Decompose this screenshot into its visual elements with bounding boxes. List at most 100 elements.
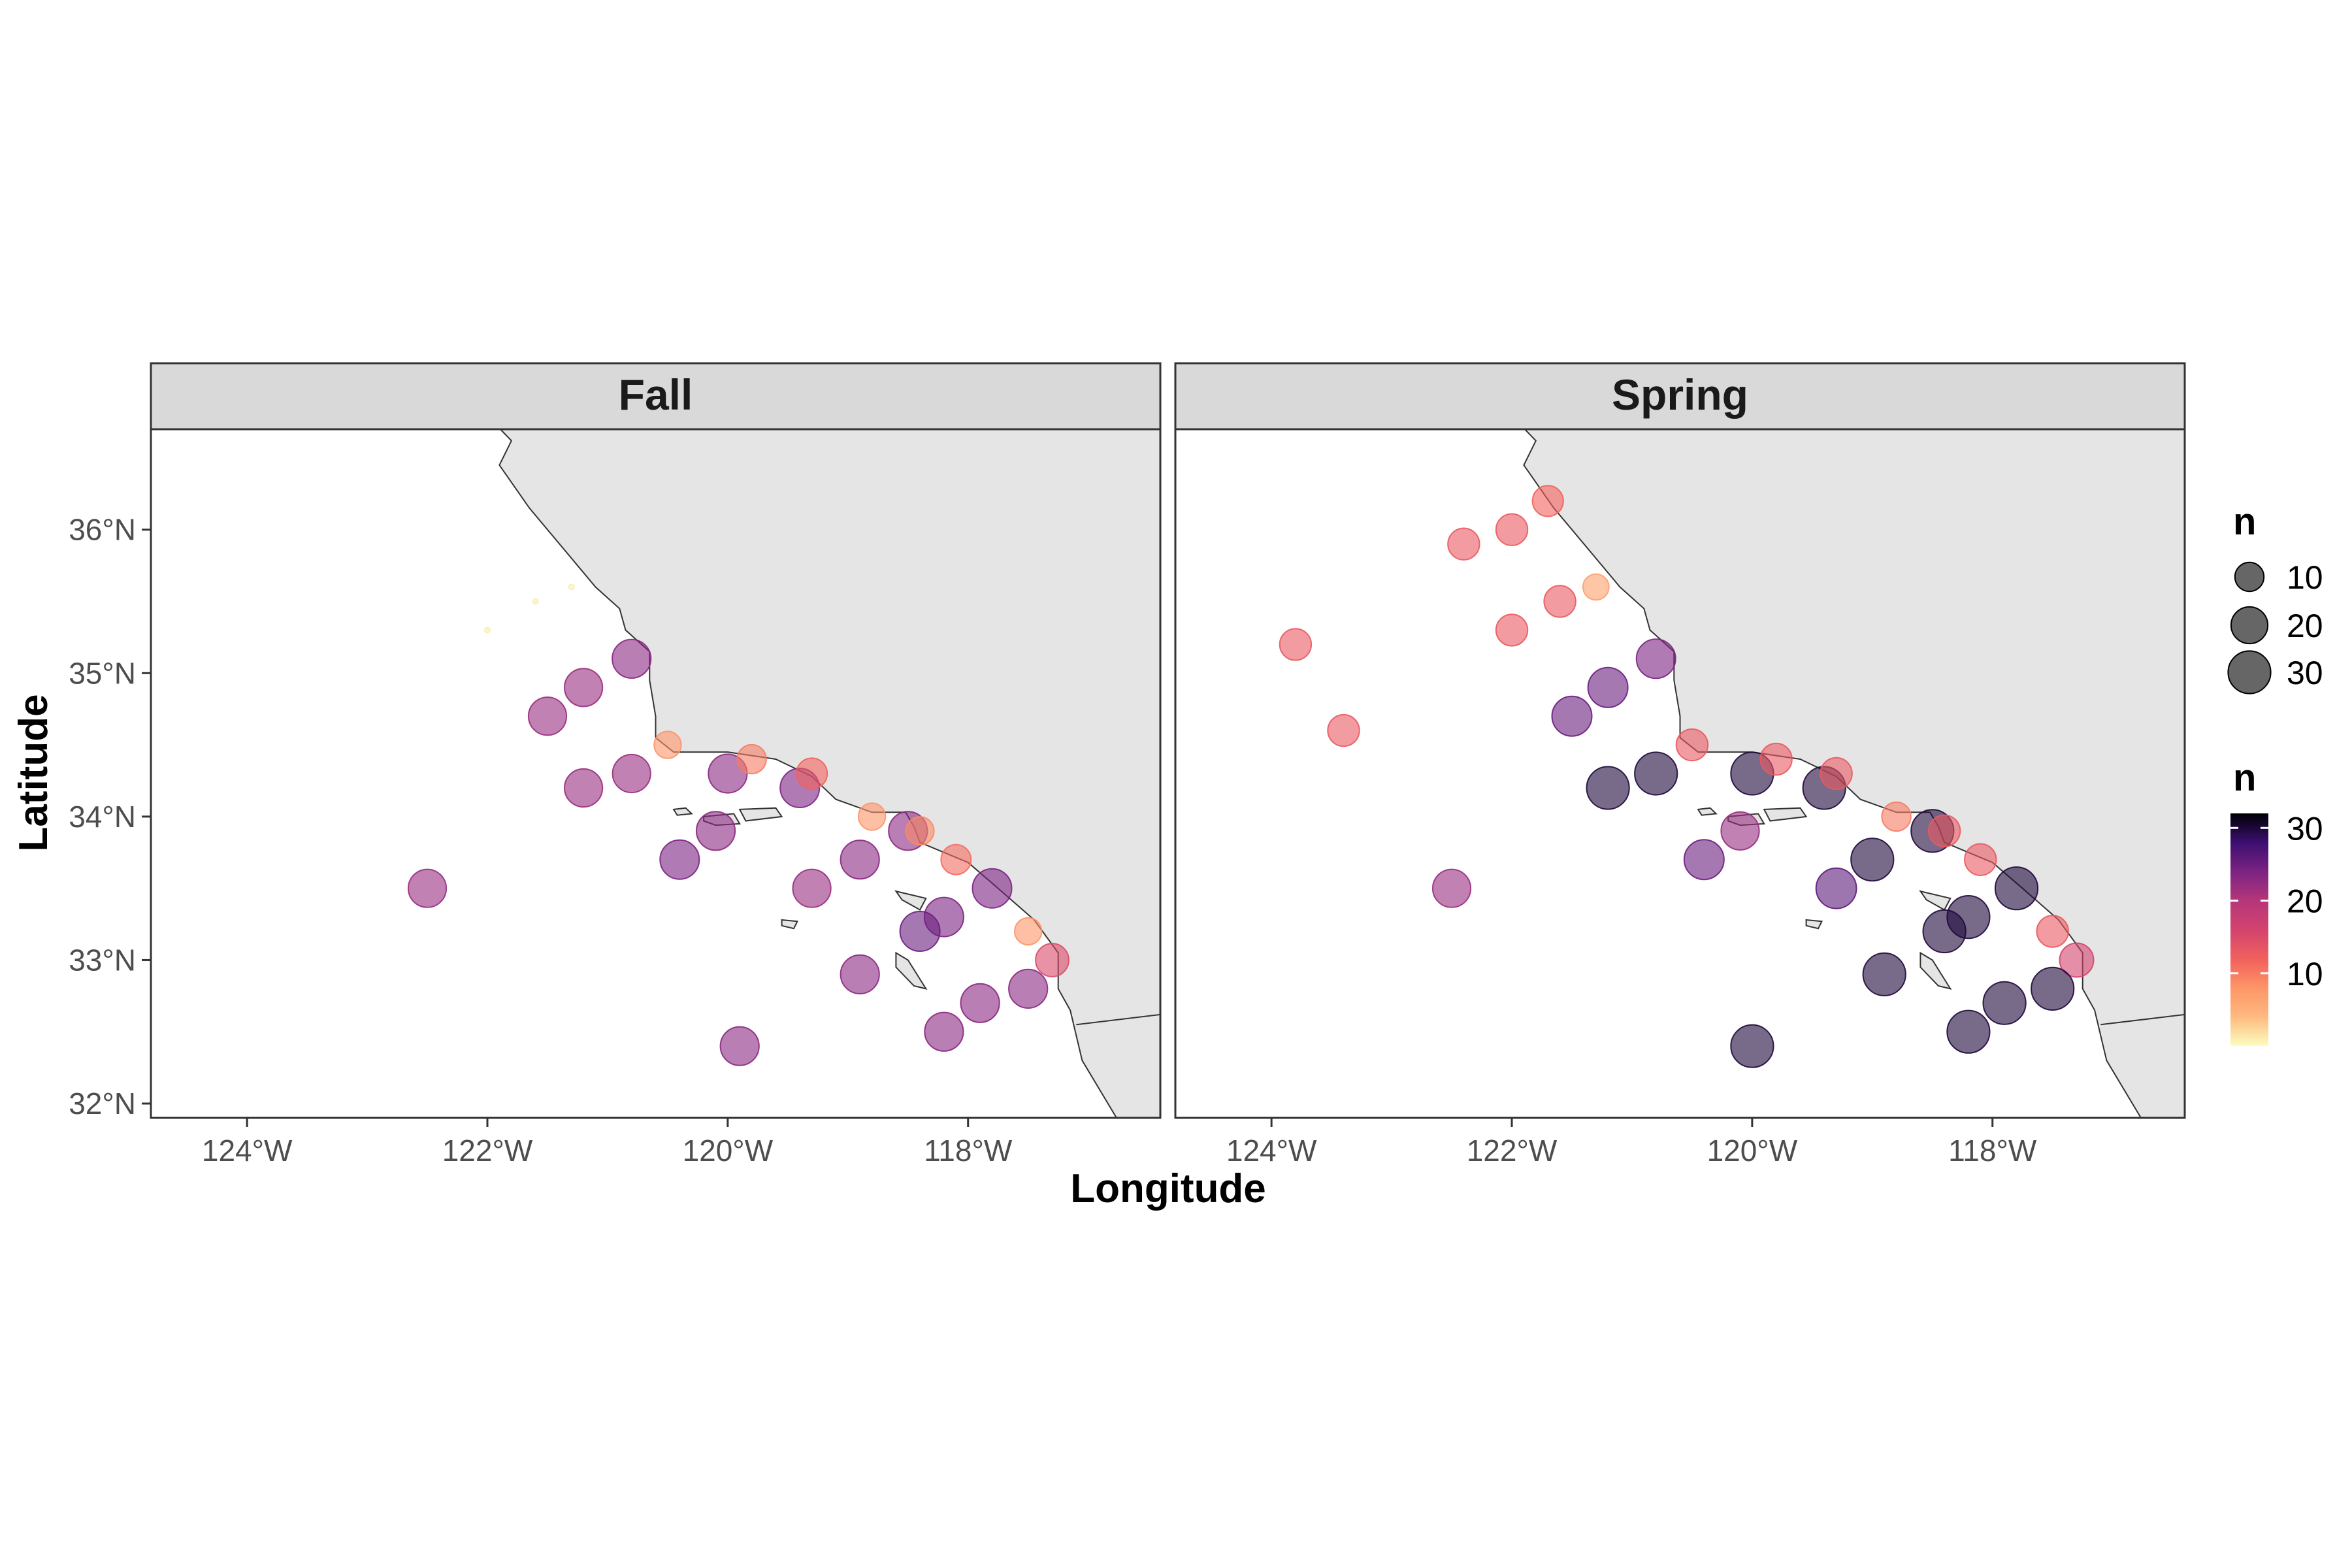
x-tick-label: 124°W xyxy=(202,1134,293,1168)
x-tick-label: 120°W xyxy=(683,1134,774,1168)
mainland-landmass xyxy=(498,429,1160,1118)
station-point xyxy=(796,757,828,790)
station-point xyxy=(1675,728,1709,762)
station-point xyxy=(719,1026,760,1066)
size-legend-key xyxy=(2230,606,2269,645)
strip-label-fall: Fall xyxy=(619,370,693,419)
station-point xyxy=(1634,751,1678,796)
station-point xyxy=(1759,742,1793,776)
international-border xyxy=(2100,1013,2185,1026)
channel-island xyxy=(895,951,928,990)
size-legend: n 10 20 30 xyxy=(2227,500,2323,694)
x-tick-label: 122°W xyxy=(442,1134,533,1168)
strip-label-spring: Spring xyxy=(1612,370,1748,419)
points-layer-spring xyxy=(1279,485,2095,1068)
station-point xyxy=(1582,573,1610,601)
colorbar-label: 30 xyxy=(2287,810,2323,847)
station-point xyxy=(2059,942,2095,978)
station-point xyxy=(1683,839,1725,881)
station-point xyxy=(532,598,539,605)
station-point xyxy=(1862,952,1906,997)
size-legend-label: 10 xyxy=(2287,559,2323,596)
station-point xyxy=(1431,868,1472,908)
strip-fall xyxy=(150,362,1162,431)
y-axis-title: Latitude xyxy=(11,694,56,851)
station-point xyxy=(612,638,652,679)
station-point xyxy=(1531,485,1564,517)
size-legend-label: 20 xyxy=(2287,608,2323,644)
channel-island xyxy=(894,890,927,911)
x-tick-label: 122°W xyxy=(1467,1134,1558,1168)
station-point xyxy=(1815,867,1857,909)
x-tick-label: 118°W xyxy=(924,1134,1013,1168)
station-point xyxy=(1730,1024,1774,1068)
station-point xyxy=(972,868,1013,909)
land-layer-spring xyxy=(1523,429,2185,1118)
station-point xyxy=(1946,1009,1991,1054)
x-axis-title: Longitude xyxy=(1070,1166,1266,1211)
station-point xyxy=(1495,613,1529,647)
station-point xyxy=(1994,866,2039,911)
station-point xyxy=(695,811,736,851)
station-point xyxy=(840,840,880,880)
color-legend: n 10 20 30 xyxy=(2230,757,2323,1046)
y-tick-label: 35°N xyxy=(69,656,136,690)
panel-border-spring xyxy=(1174,428,2186,1119)
channel-island xyxy=(672,807,693,816)
size-legend-key xyxy=(2234,561,2265,593)
station-point xyxy=(2036,915,2069,948)
size-legend-label: 30 xyxy=(2287,655,2323,691)
station-point xyxy=(1035,943,1070,977)
mainland-landmass xyxy=(1523,429,2185,1118)
station-point xyxy=(792,868,832,908)
y-axis-fall: 36°N 35°N 34°N 33°N 32°N xyxy=(69,513,151,1120)
colorbar-label: 20 xyxy=(2287,883,2323,920)
station-point xyxy=(1495,513,1529,546)
station-point xyxy=(840,954,880,995)
station-point xyxy=(1279,628,1313,661)
x-axis-spring: 124°W 122°W 120°W 118°W xyxy=(1226,1118,2037,1168)
station-point xyxy=(2031,966,2075,1011)
station-point xyxy=(1014,917,1043,946)
station-point xyxy=(1543,585,1576,618)
y-tick-label: 34°N xyxy=(69,800,136,834)
station-point xyxy=(1820,757,1853,791)
size-legend-title: n xyxy=(2233,500,2256,543)
station-point xyxy=(527,696,568,736)
station-point xyxy=(1881,801,1912,832)
station-point xyxy=(1008,968,1049,1009)
station-point xyxy=(736,743,767,775)
station-point xyxy=(899,911,941,952)
y-tick-label: 33°N xyxy=(69,943,136,977)
channel-island xyxy=(1805,919,1823,930)
x-tick-label: 124°W xyxy=(1226,1134,1317,1168)
panel-border-fall xyxy=(150,428,1162,1119)
y-tick-label: 36°N xyxy=(69,513,136,547)
panel-fall: Fall 124°W 122°W 120°W 118°W 36°N 35°N 34°N 33… xyxy=(69,362,1162,1168)
station-point xyxy=(1922,909,1967,954)
station-point xyxy=(1850,838,1895,882)
station-point xyxy=(905,816,935,846)
station-point xyxy=(1720,811,1760,851)
y-tick-label: 32°N xyxy=(69,1086,136,1120)
colorbar-label: 10 xyxy=(2287,956,2323,992)
station-point xyxy=(564,768,604,808)
station-point xyxy=(1982,981,2027,1025)
channel-island xyxy=(781,919,799,930)
station-point xyxy=(1327,713,1360,747)
station-point xyxy=(653,730,682,759)
station-point xyxy=(960,983,1000,1023)
station-point xyxy=(1551,695,1593,737)
x-axis-fall: 124°W 122°W 120°W 118°W xyxy=(202,1118,1013,1168)
x-tick-label: 120°W xyxy=(1707,1134,1798,1168)
station-point xyxy=(568,583,575,591)
station-point xyxy=(1927,814,1961,848)
points-layer-fall xyxy=(407,583,1070,1066)
station-point xyxy=(1447,527,1480,561)
channel-island xyxy=(1763,807,1808,822)
station-point xyxy=(1587,666,1629,708)
strip-spring xyxy=(1174,362,2186,431)
channel-island xyxy=(1919,951,1952,990)
station-point xyxy=(612,753,651,794)
